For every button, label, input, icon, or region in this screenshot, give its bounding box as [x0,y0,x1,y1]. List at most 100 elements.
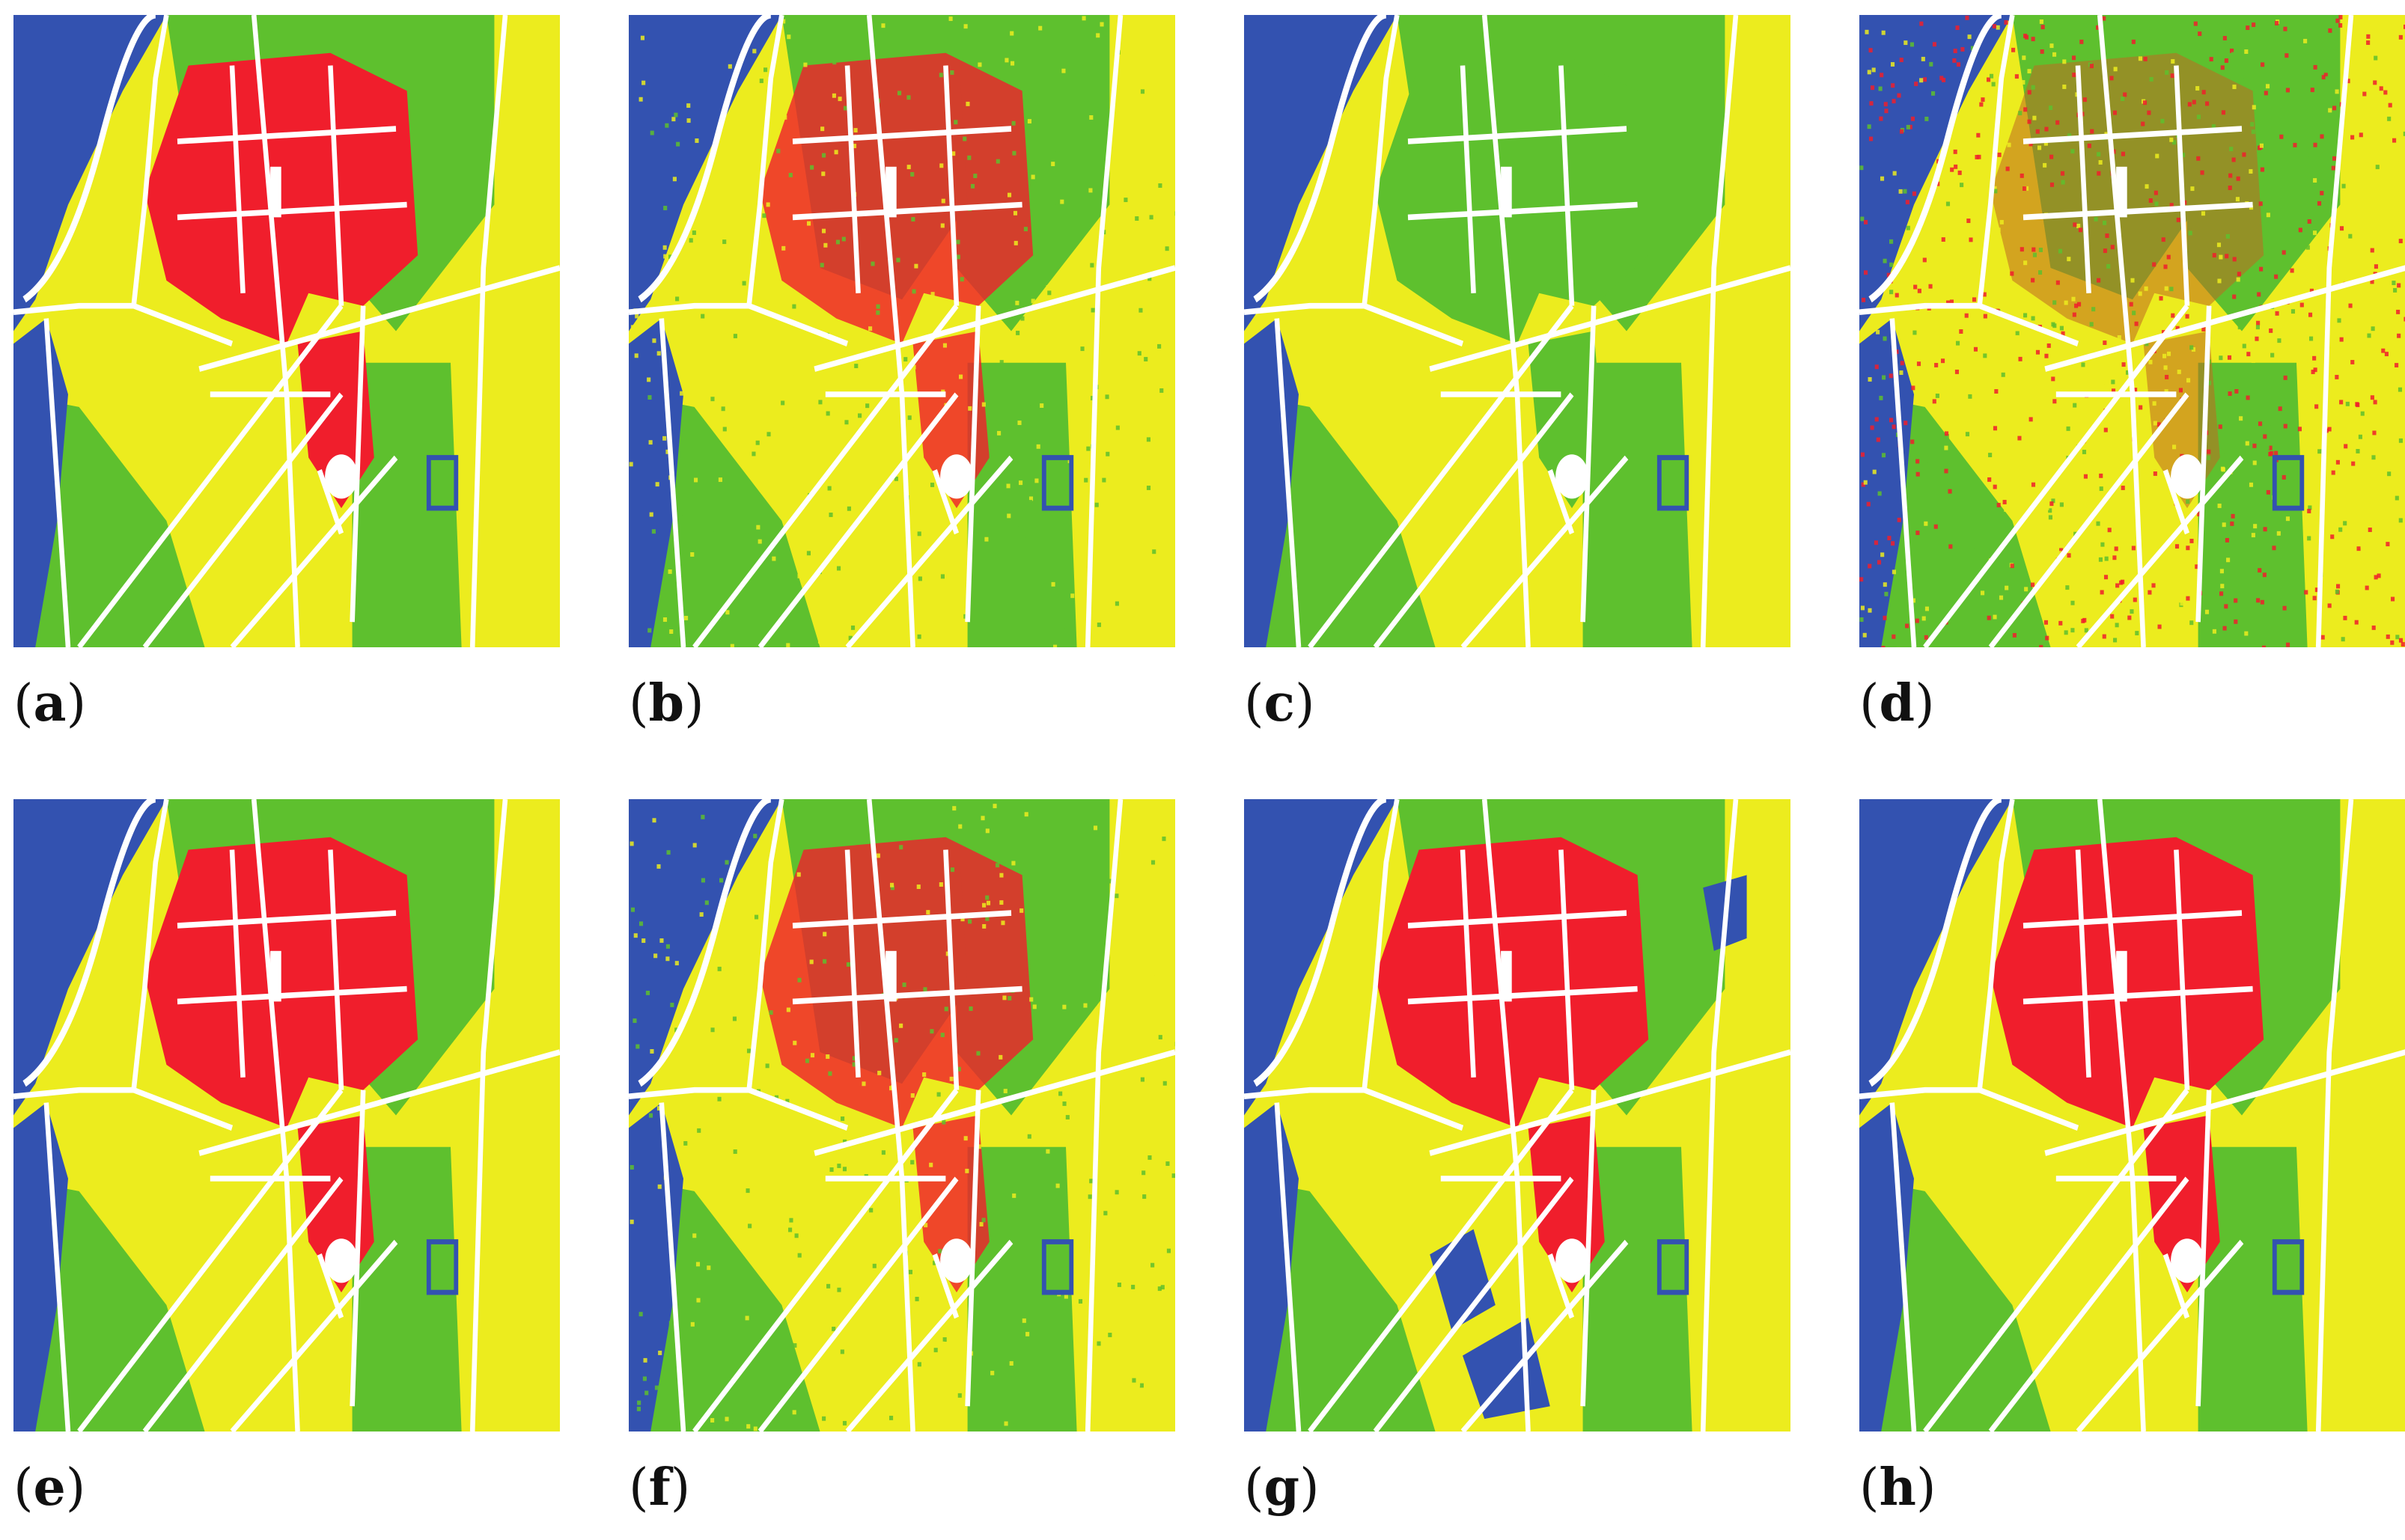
speckle-pixel [1941,237,1945,242]
speckle-pixel [771,1336,775,1341]
speckle-pixel [693,474,698,480]
speckle-pixel [871,261,875,266]
speckle-pixel [1997,152,2002,157]
speckle-pixel [2249,482,2254,487]
speckle-pixel [1929,519,1933,525]
speckle-pixel [718,477,722,483]
speckle-pixel [2159,296,2163,301]
speckle-pixel [2031,247,2036,252]
speckle-pixel [1052,977,1057,981]
speckle-pixel [1093,1001,1097,1006]
vegetation-region [352,362,462,647]
pond-outline [1041,455,1074,511]
speckle-pixel [2277,338,2281,343]
speckle-pixel [2270,450,2274,456]
speckle-pixel [1060,199,1064,204]
road-line [328,65,344,306]
speckle-pixel [2362,325,2368,330]
speckle-pixel [2310,88,2314,93]
speckle-pixel [2362,450,2367,456]
speckle-pixel [1137,351,1141,356]
speckle-pixel [1956,62,1961,67]
speckle-pixel [908,1269,913,1274]
road-line [350,1090,366,1407]
speckle-pixel [2237,325,2242,330]
speckle-pixel [2312,230,2317,236]
panel-d: (d) [1859,15,2405,733]
speckle-pixel [1144,357,1148,361]
speckle-pixel [648,440,653,445]
speckle-pixel [2031,278,2035,283]
speckle-pixel [843,106,847,111]
speckle-pixel [2246,25,2250,31]
speckle-pixel [1967,34,1972,40]
speckle-pixel [2081,362,2085,367]
speckle-pixel [1053,809,1058,814]
speckle-pixel [1085,962,1090,968]
speckle-pixel [2039,19,2043,24]
speckle-pixel [840,1349,844,1354]
road-line [943,65,960,306]
speckle-pixel [2059,548,2064,553]
speckle-pixel [770,1188,775,1193]
urban-region [2143,331,2220,509]
speckle-pixel [2234,388,2239,394]
speckle-pixel [1146,486,1151,490]
speckle-pixel [1880,73,1884,78]
speckle-pixel [1906,124,1910,129]
speckle-pixel [2134,321,2139,326]
speckle-pixel [2027,69,2031,74]
speckle-pixel [1929,61,1933,67]
vegetation-region [2198,1146,2308,1431]
speckle-pixel [1859,617,1864,622]
speckle-pixel [2024,34,2029,40]
speckle-pixel [2174,544,2180,549]
speckle-pixel [1970,46,1975,51]
white-blob [2171,454,2204,499]
speckle-pixel [842,1420,847,1426]
speckle-pixel [1055,147,1060,152]
speckle-pixel [854,1427,859,1431]
speckle-pixel [1067,824,1071,829]
speckle-pixel [1082,16,1086,21]
speckle-pixel [2332,156,2337,161]
speckle-pixel [2005,585,2009,590]
water-region [1244,15,1397,331]
speckle-pixel [992,1221,997,1226]
speckle-pixel [770,1366,775,1372]
speckle-pixel [1993,614,1997,620]
speckle-pixel [1024,812,1028,817]
speckle-pixel [1993,186,1997,191]
speckle-pixel [722,427,727,432]
speckle-pixel [665,449,670,454]
speckle-pixel [2228,423,2232,427]
speckle-pixel [810,1053,815,1058]
road-line [317,468,344,535]
road-line [2174,65,2190,306]
speckle-pixel [635,1044,640,1049]
speckle-pixel [678,276,683,281]
speckle-pixel [1996,227,2001,233]
speckle-pixel [733,1424,737,1429]
speckle-pixel [1132,1378,1136,1383]
speckle-pixel [1097,34,1103,40]
speckle-pixel [772,1135,777,1140]
speckle-pixel [2228,391,2232,397]
speckle-pixel [2258,421,2263,427]
speckle-pixel [2028,141,2033,147]
speckle-pixel [939,882,943,887]
speckle-pixel [1945,434,1949,439]
speckle-pixel [2098,160,2103,165]
white-blob [325,454,358,499]
speckle-pixel [689,238,693,243]
speckle-pixel [999,873,1004,878]
speckle-pixel [2398,518,2403,523]
speckle-pixel [2171,140,2177,145]
speckle-pixel [769,1010,773,1015]
road-line [77,1088,344,1431]
speckle-pixel [1069,328,1073,333]
speckle-pixel [2308,312,2313,317]
speckle-pixel [1889,418,1894,423]
road-line [2023,910,2243,929]
speckle-pixel [723,236,728,241]
